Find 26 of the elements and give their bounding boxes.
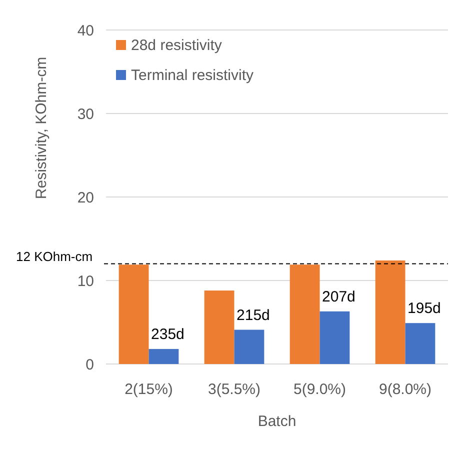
legend-label: 28d resistivity — [131, 37, 222, 54]
y-axis-title: Resistivity, KOhm-cm — [33, 56, 50, 200]
y-tick-label: 0 — [86, 356, 94, 374]
bar — [234, 330, 264, 364]
bar — [375, 260, 406, 364]
bar — [290, 264, 320, 364]
legend-label: Terminal resistivity — [131, 67, 254, 84]
bar — [118, 264, 149, 364]
y-tick-label: 10 — [77, 272, 94, 290]
x-axis-title: Batch — [258, 413, 296, 430]
x-tick-label: 3(5.5%) — [208, 381, 261, 398]
y-tick-label: 30 — [77, 106, 94, 123]
ref-line-label: 12 KOhm-cm — [16, 248, 93, 264]
bar — [204, 290, 234, 364]
bar — [320, 311, 350, 364]
x-tick-label: 9(8.0%) — [378, 381, 432, 398]
annotation: 215d — [236, 306, 270, 324]
annotation: 207d — [322, 288, 356, 306]
annotation: 235d — [151, 326, 184, 343]
bar — [148, 348, 179, 364]
annotation: 195d — [408, 300, 441, 318]
x-tick-label: 5(9.0%) — [293, 381, 346, 398]
bar — [405, 323, 436, 364]
x-tick-label: 2(15%) — [124, 381, 173, 398]
y-tick-label: 20 — [77, 189, 94, 206]
y-tick-label: 40 — [77, 22, 94, 40]
